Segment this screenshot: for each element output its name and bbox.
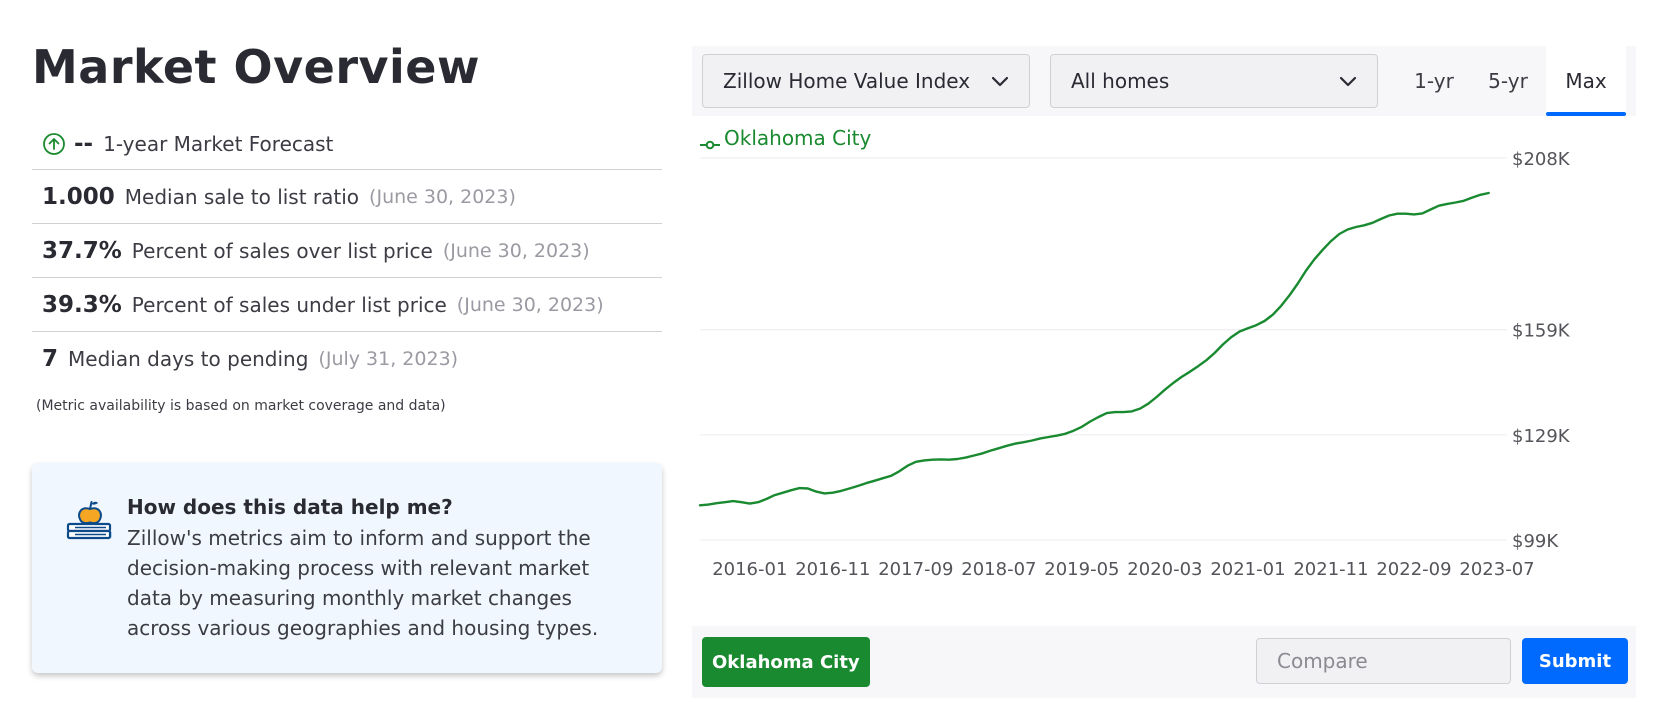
x-tick-label: 2016-11 <box>795 559 870 580</box>
metric-date: (June 30, 2023) <box>369 185 516 208</box>
metrics-list: -- 1-year Market Forecast 1.000 Median s… <box>32 118 662 386</box>
help-title: How does this data help me? <box>127 495 453 519</box>
city-chip[interactable]: Oklahoma City <box>702 637 870 687</box>
metric-value: 7 <box>42 346 59 372</box>
forecast-label: 1-year Market Forecast <box>103 131 334 156</box>
chart-legend: Oklahoma City <box>700 126 871 150</box>
forecast-row: -- 1-year Market Forecast <box>32 118 662 170</box>
line-chart: $208K $159K $129K $99K 2016-01 2016-11 2017-0… <box>698 149 1571 580</box>
apple-books-icon <box>66 497 114 545</box>
metric-dropdown-value: Zillow Home Value Index <box>723 69 971 93</box>
chevron-down-icon <box>989 70 1011 92</box>
tab-5yr[interactable]: 5-yr <box>1488 69 1528 93</box>
metric-value: 37.7% <box>42 237 122 264</box>
x-tick-label: 2016-01 <box>712 559 787 580</box>
metric-label: Percent of sales over list price <box>131 238 433 263</box>
help-card: How does this data help me? Zillow's met… <box>32 463 662 673</box>
chart-panel: Zillow Home Value Index All homes 1-yr 5… <box>692 46 1636 698</box>
tab-max[interactable]: Max <box>1546 46 1626 116</box>
compare-bar: Oklahoma City Submit <box>692 626 1636 698</box>
metric-date: (June 30, 2023) <box>456 293 604 316</box>
tab-1yr[interactable]: 1-yr <box>1414 69 1454 93</box>
x-tick-label: 2023-07 <box>1459 559 1534 580</box>
metric-row: 1.000 Median sale to list ratio (June 30… <box>32 170 662 224</box>
y-tick-label: $208K <box>1512 149 1571 170</box>
home-type-dropdown[interactable]: All homes <box>1050 54 1378 108</box>
x-tick-label: 2017-09 <box>878 559 953 580</box>
metric-value: 39.3% <box>42 291 122 318</box>
metric-date: (July 31, 2023) <box>318 348 459 370</box>
metric-value: 1.000 <box>42 183 115 210</box>
chart-area: $208K $159K $129K $99K 2016-01 2016-11 2017-0… <box>692 116 1636 626</box>
submit-button[interactable]: Submit <box>1522 638 1628 684</box>
metric-dropdown[interactable]: Zillow Home Value Index <box>702 54 1030 108</box>
x-tick-label: 2021-11 <box>1293 559 1368 580</box>
arrow-up-circle-icon <box>42 132 66 156</box>
metric-row: 7 Median days to pending (July 31, 2023) <box>32 332 662 386</box>
page-title: Market Overview <box>32 40 480 94</box>
chevron-down-icon <box>1337 70 1359 92</box>
y-tick-label: $99K <box>1512 531 1559 552</box>
series-line-oklahoma-city <box>698 191 1490 507</box>
x-tick-label: 2020-03 <box>1127 559 1202 580</box>
availability-note: (Metric availability is based on market … <box>36 398 446 414</box>
y-tick-label: $129K <box>1512 426 1571 447</box>
forecast-value: -- <box>74 130 94 157</box>
metric-row: 39.3% Percent of sales under list price … <box>32 278 662 332</box>
metric-label: Median days to pending <box>68 347 309 371</box>
metric-label: Percent of sales under list price <box>131 292 447 317</box>
x-tick-label: 2022-09 <box>1376 559 1451 580</box>
x-tick-label: 2019-05 <box>1044 559 1119 580</box>
x-tick-label: 2018-07 <box>961 559 1036 580</box>
y-tick-label: $159K <box>1512 321 1571 342</box>
legend-line-dot-icon <box>700 132 720 150</box>
x-tick-label: 2021-01 <box>1210 559 1285 580</box>
home-type-dropdown-value: All homes <box>1071 69 1170 93</box>
help-body: Zillow's metrics aim to inform and suppo… <box>127 526 599 640</box>
metric-date: (June 30, 2023) <box>442 239 590 262</box>
legend-label: Oklahoma City <box>724 126 872 150</box>
metric-row: 37.7% Percent of sales over list price (… <box>32 224 662 278</box>
compare-input[interactable] <box>1256 638 1511 684</box>
metric-label: Median sale to list ratio <box>124 184 360 209</box>
